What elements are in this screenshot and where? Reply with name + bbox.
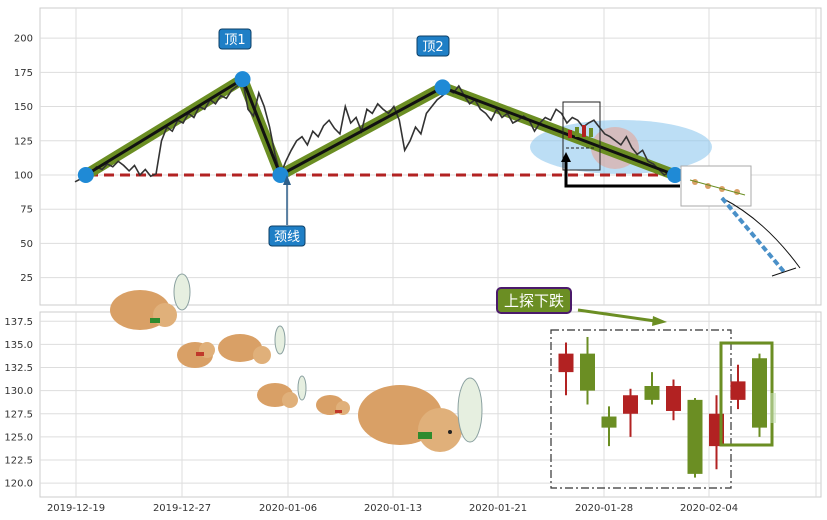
price-y-ticks: 25 50 75 100 125 150 175 200 bbox=[14, 34, 33, 285]
top1-label-text: 顶1 bbox=[224, 33, 245, 48]
pattern-point-start bbox=[77, 166, 94, 183]
y-tick-label: 120.0 bbox=[4, 479, 33, 490]
y-tick-label: 150 bbox=[14, 102, 33, 113]
candle-body bbox=[730, 381, 746, 400]
x-tick-label: 2019-12-27 bbox=[153, 503, 211, 514]
dog-illustrations bbox=[110, 273, 483, 452]
candle-body bbox=[558, 353, 574, 373]
dog-icon bbox=[110, 273, 191, 330]
candle-y-ticks: 120.0 122.5 125.0 127.5 130.0 132.5 135.0 137.5 bbox=[4, 317, 33, 490]
x-tick-label: 2020-01-21 bbox=[469, 503, 527, 514]
tail-line bbox=[720, 196, 787, 275]
date-ticks: 2019-12-19 2019-12-27 2020-01-06 2020-01-13… bbox=[47, 503, 738, 514]
y-tick-label: 137.5 bbox=[4, 317, 33, 328]
pattern-points bbox=[77, 71, 683, 183]
probe-arrowhead bbox=[652, 316, 667, 326]
faded-candle bbox=[770, 393, 776, 423]
y-tick-label: 75 bbox=[20, 205, 33, 216]
mini-candle bbox=[582, 125, 586, 137]
dog-icon bbox=[218, 325, 286, 364]
thumb-line bbox=[689, 179, 746, 196]
x-tick-label: 2019-12-19 bbox=[47, 503, 105, 514]
pattern-point-top1 bbox=[234, 71, 251, 88]
thumbnail-box bbox=[680, 165, 752, 207]
dog-icon bbox=[257, 375, 307, 408]
candle-body bbox=[580, 353, 595, 391]
top2-label-box bbox=[416, 35, 450, 57]
y-tick-label: 50 bbox=[20, 239, 33, 250]
price-panel: 25 50 75 100 125 150 175 200 bbox=[14, 7, 822, 306]
inset-mini-candles bbox=[566, 125, 596, 149]
y-tick-label: 25 bbox=[20, 273, 33, 284]
top2-label-text: 顶2 bbox=[422, 40, 443, 55]
y-tick-label: 175 bbox=[14, 68, 33, 79]
mini-candle bbox=[589, 128, 593, 137]
dog-icon bbox=[316, 395, 350, 415]
x-tick-label: 2020-01-28 bbox=[575, 503, 633, 514]
top2-label: 顶2 bbox=[416, 35, 450, 57]
thumbnail-content bbox=[689, 179, 746, 196]
tail-curve bbox=[721, 197, 801, 269]
return-arrowhead bbox=[561, 152, 571, 162]
neck-label-box bbox=[268, 225, 306, 247]
top1-label: 顶1 bbox=[218, 28, 252, 50]
probe-label-text: 上探下跌 bbox=[504, 292, 564, 310]
tail-cap bbox=[771, 267, 797, 277]
mini-candle bbox=[575, 127, 579, 137]
y-tick-label: 122.5 bbox=[4, 456, 33, 467]
zoom-box bbox=[550, 329, 732, 489]
candle-body bbox=[687, 399, 703, 474]
y-tick-label: 100 bbox=[14, 170, 33, 181]
probe-arrow bbox=[577, 308, 656, 323]
y-tick-label: 125.0 bbox=[4, 432, 33, 443]
y-tick-label: 132.5 bbox=[4, 363, 33, 374]
pattern-point-neck bbox=[272, 166, 289, 183]
x-tick-label: 2020-01-06 bbox=[259, 503, 317, 514]
candle-body bbox=[752, 358, 767, 428]
candle-body bbox=[601, 416, 617, 428]
y-tick-label: 130.0 bbox=[4, 386, 33, 397]
dog-icon bbox=[358, 377, 483, 452]
top1-label-box bbox=[218, 28, 252, 50]
dog-icon bbox=[177, 342, 215, 368]
price-grid bbox=[40, 8, 821, 305]
probe-label: 上探下跌 bbox=[496, 287, 667, 326]
price-line bbox=[74, 77, 676, 183]
pattern-point-top2 bbox=[434, 79, 451, 96]
neck-label-arrowhead bbox=[283, 175, 291, 185]
probe-label-box bbox=[496, 287, 572, 314]
candle-body bbox=[623, 395, 638, 414]
candle-body bbox=[666, 386, 681, 411]
pattern-point-end bbox=[667, 166, 683, 183]
neck-label: 颈线 bbox=[268, 175, 306, 247]
y-tick-label: 127.5 bbox=[4, 409, 33, 420]
x-tick-label: 2020-01-13 bbox=[364, 503, 422, 514]
y-tick-label: 200 bbox=[14, 34, 33, 45]
mini-candle bbox=[568, 130, 572, 138]
neck-label-text: 颈线 bbox=[274, 230, 300, 245]
return-arrow bbox=[564, 160, 680, 188]
candle-body bbox=[644, 386, 660, 400]
y-tick-label: 135.0 bbox=[4, 340, 33, 351]
inset-box bbox=[562, 101, 601, 171]
y-tick-label: 125 bbox=[14, 136, 33, 147]
candle-panel: 120.0 122.5 125.0 127.5 130.0 132.5 135.0 137.5… bbox=[4, 273, 822, 514]
x-tick-label: 2020-02-04 bbox=[680, 503, 738, 514]
